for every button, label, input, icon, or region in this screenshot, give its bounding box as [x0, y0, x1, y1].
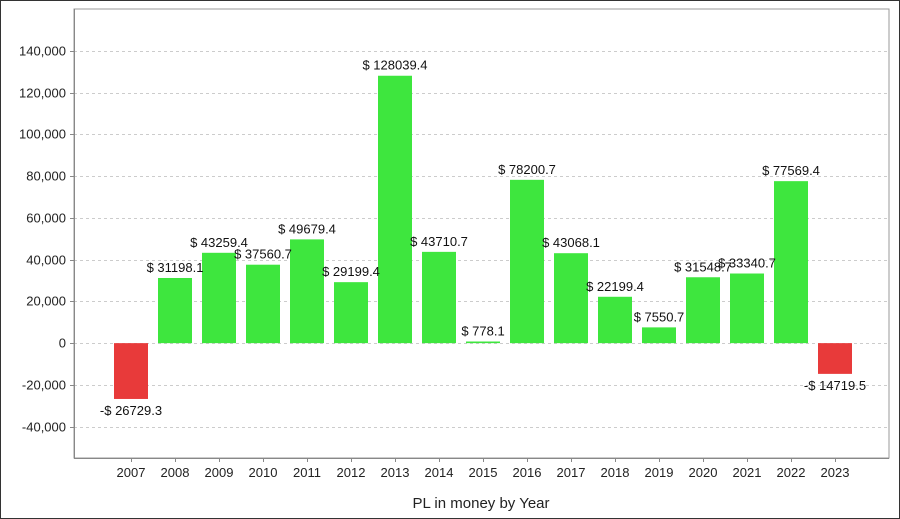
- bar-2009: [202, 252, 236, 344]
- x-tick-label-2019: 2019: [645, 465, 674, 480]
- x-tick-label-2015: 2015: [469, 465, 498, 480]
- y-tick-label: 20,000: [26, 294, 66, 309]
- data-label-2013: $ 128039.4: [362, 58, 427, 73]
- data-label-2023: -$ 14719.5: [804, 378, 866, 393]
- x-tick-label-2020: 2020: [689, 465, 718, 480]
- x-tick-label-2017: 2017: [557, 465, 586, 480]
- x-tick-label-2016: 2016: [513, 465, 542, 480]
- y-tick-label: -20,000: [22, 378, 66, 393]
- data-label-2016: $ 78200.7: [498, 162, 556, 177]
- y-tick-label: 120,000: [19, 86, 66, 101]
- y-tick-label: -40,000: [22, 420, 66, 435]
- x-tick-label-2007: 2007: [117, 465, 146, 480]
- x-tick-label-2008: 2008: [161, 465, 190, 480]
- y-tick-label: 80,000: [26, 169, 66, 184]
- data-label-2009: $ 43259.4: [190, 235, 248, 250]
- data-label-2017: $ 43068.1: [542, 235, 600, 250]
- x-tick-label-2022: 2022: [777, 465, 806, 480]
- bars: [114, 75, 852, 399]
- y-tick-label: 0: [59, 336, 66, 351]
- x-tick-label-2014: 2014: [425, 465, 454, 480]
- x-tick-label-2018: 2018: [601, 465, 630, 480]
- bar-2017: [554, 253, 588, 344]
- data-label-2012: $ 29199.4: [322, 264, 380, 279]
- axes: -40,000 -20,000 0 20,000 40,000 60,000 80,000 1…: [19, 9, 889, 480]
- data-label-2014: $ 43710.7: [410, 234, 468, 249]
- y-tick-label: 140,000: [19, 44, 66, 59]
- x-tick-label-2010: 2010: [249, 465, 278, 480]
- bar-2007: [114, 343, 148, 399]
- x-tick-label-2011: 2011: [293, 465, 321, 480]
- x-tick-label-2012: 2012: [337, 465, 366, 480]
- bar-2014: [422, 251, 456, 344]
- x-axis-title: PL in money by Year: [412, 495, 549, 512]
- bar-2013: [378, 75, 412, 344]
- x-tick-label-2013: 2013: [381, 465, 410, 480]
- data-label-2020: $ 31548.7: [674, 259, 732, 274]
- bar-2018: [598, 296, 632, 344]
- y-tick-label: 100,000: [19, 127, 66, 142]
- data-label-2011: $ 49679.4: [278, 221, 336, 236]
- bar-2008: [158, 277, 192, 344]
- bar-2023: [818, 343, 852, 374]
- data-label-2010: $ 37560.7: [234, 247, 292, 262]
- bar-2020: [686, 277, 720, 344]
- x-tick-label-2009: 2009: [205, 465, 234, 480]
- data-label-2019: $ 7550.7: [634, 309, 685, 324]
- y-tick-label: 60,000: [26, 211, 66, 226]
- bar-2012: [334, 282, 368, 344]
- bar-2010: [246, 264, 280, 344]
- bar-2019: [642, 327, 676, 344]
- y-tick-label: 40,000: [26, 253, 66, 268]
- data-label-2007: -$ 26729.3: [100, 403, 162, 418]
- plot-area: [73, 8, 890, 459]
- bar-2015: [466, 341, 500, 344]
- x-tick-label-2023: 2023: [821, 465, 850, 480]
- bar-2011: [290, 239, 324, 344]
- data-labels: -$ 26729.3 $ 31198.1 $ 43259.4$ 37560.7 $ 4…: [100, 58, 866, 418]
- bar-2016: [510, 179, 544, 344]
- bar-2022: [774, 181, 808, 344]
- data-label-2022: $ 77569.4: [762, 163, 820, 178]
- data-label-2018: $ 22199.4: [586, 279, 644, 294]
- bar-2021: [730, 273, 764, 344]
- data-label-2015: $ 778.1: [461, 324, 504, 339]
- data-label-2021: $ 33340.7: [718, 256, 776, 271]
- x-tick-label-2021: 2021: [733, 465, 762, 480]
- data-label-2008: $ 31198.1: [147, 260, 204, 275]
- grid-lines: [73, 8, 890, 459]
